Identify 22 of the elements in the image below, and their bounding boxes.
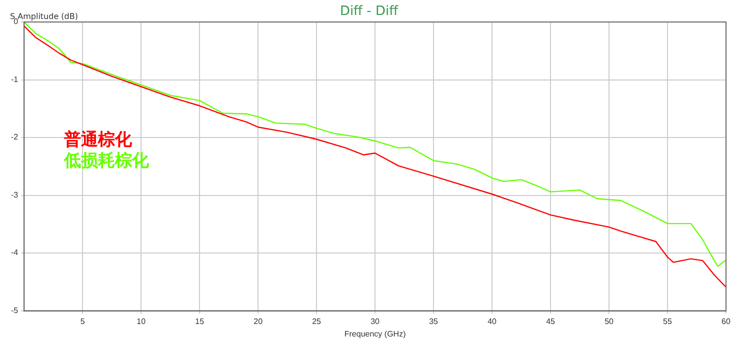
text: 普通棕化 bbox=[63, 128, 134, 150]
x-tick-label: 55 bbox=[663, 316, 673, 326]
x-tick-label: 50 bbox=[604, 316, 614, 326]
x-tick-label: 20 bbox=[254, 316, 264, 326]
x-tick-label: 40 bbox=[488, 316, 498, 326]
x-tick-label: 15 bbox=[195, 316, 205, 326]
x-tick-label: 25 bbox=[312, 316, 322, 326]
chart-title: Diff - Diff bbox=[340, 4, 398, 19]
y-tick-label: -2 bbox=[10, 132, 19, 142]
x-tick-label: 45 bbox=[546, 316, 556, 326]
x-axis-title: Frequency (GHz) bbox=[344, 329, 406, 338]
x-tick-label: 5 bbox=[80, 316, 86, 326]
x-tick-label: 30 bbox=[370, 316, 380, 326]
x-tick-label: 35 bbox=[429, 316, 439, 326]
text: 低损耗棕化 bbox=[63, 150, 150, 171]
y-tick-label: -1 bbox=[10, 74, 19, 84]
x-tick-label: 10 bbox=[136, 316, 146, 326]
y-tick-label: -4 bbox=[10, 248, 19, 258]
x-tick-label: 60 bbox=[722, 316, 731, 326]
y-tick-label: -3 bbox=[10, 190, 19, 200]
y-tick-label: -5 bbox=[10, 306, 19, 316]
y-tick-label: 0 bbox=[14, 17, 19, 26]
